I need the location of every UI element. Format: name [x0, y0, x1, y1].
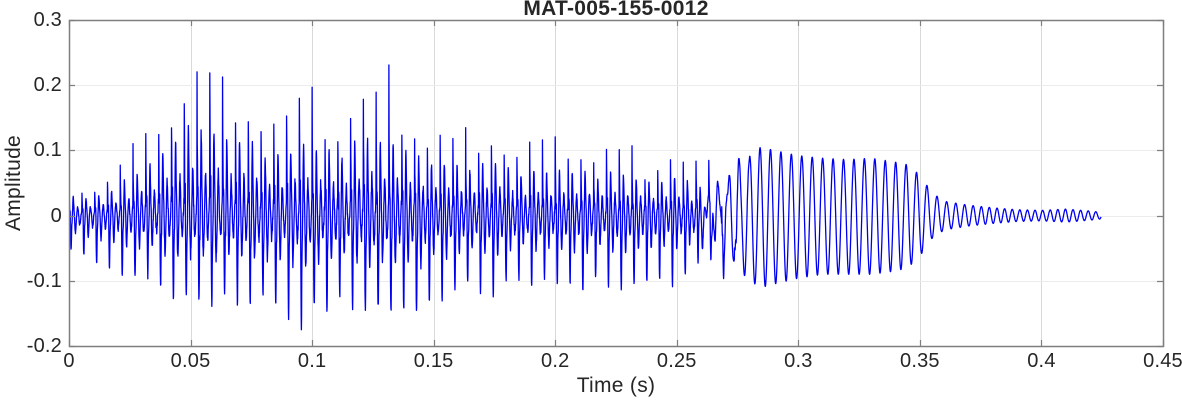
x-axis-label: Time (s) — [576, 374, 656, 397]
y-tick-label: 0.1 — [33, 139, 62, 162]
x-tick-label: 0.35 — [900, 350, 940, 372]
y-tick-label: 0.3 — [33, 9, 62, 31]
y-tick-label: 0.2 — [33, 74, 62, 97]
x-tick-label: 0 — [63, 350, 75, 372]
x-tick-label: 0.25 — [656, 350, 697, 372]
x-tick-label: 0.15 — [413, 350, 454, 372]
x-tick-label: 0.3 — [784, 350, 813, 372]
x-tick-label: 0.05 — [170, 350, 211, 372]
x-tick-label: 0.45 — [1143, 350, 1182, 372]
y-tick-label: 0 — [50, 204, 62, 227]
y-tick-label: -0.2 — [26, 335, 62, 357]
chart-title: MAT-005-155-0012 — [523, 0, 709, 20]
x-tick-label: 0.2 — [541, 350, 570, 372]
y-tick-label: -0.1 — [26, 269, 62, 292]
x-tick-label: 0.4 — [1027, 350, 1056, 372]
x-tick-label: 0.1 — [297, 350, 327, 372]
